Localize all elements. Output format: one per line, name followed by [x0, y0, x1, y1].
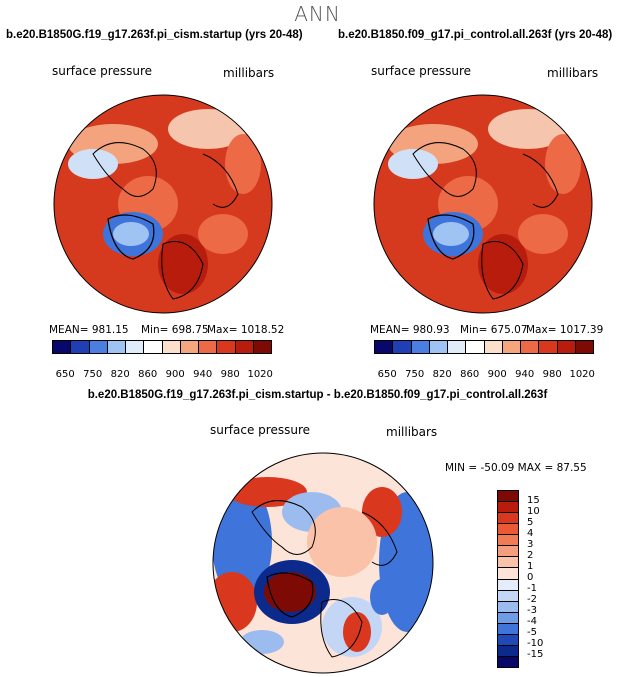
colorbar-swatch [235, 341, 254, 353]
colorbar-swatch [498, 568, 518, 580]
colorbar-swatch [253, 341, 271, 353]
colorbar-swatch [107, 341, 126, 353]
diff-variable-label: surface pressure [210, 423, 310, 437]
colorbar-swatch [498, 645, 518, 657]
colorbar-tick-label: 940 [515, 369, 535, 380]
right-case-title: b.e20.B1850.f09_g17.pi_control.all.263f … [338, 29, 613, 41]
colorbar-swatch [448, 341, 467, 353]
right-units-label: millibars [547, 66, 599, 80]
colorbar-swatch [498, 612, 518, 624]
colorbar-tick-label: 820 [110, 369, 130, 380]
right-mean: MEAN= 980.93 [370, 324, 450, 336]
colorbar-tick-label: 650 [377, 369, 397, 380]
colorbar-tick-label: 750 [83, 369, 103, 380]
colorbar-tick-label: 940 [193, 369, 213, 380]
colorbar-tick-label: 5 [527, 517, 534, 528]
colorbar-swatch [411, 341, 430, 353]
colorbar-swatch [71, 341, 90, 353]
colorbar-tick-label: -4 [527, 616, 537, 627]
left-mean: MEAN= 981.15 [49, 324, 129, 336]
colorbar-swatch [498, 502, 518, 514]
colorbar-tick-label: 3 [527, 539, 534, 550]
colorbar-swatch [575, 341, 593, 353]
right-variable-label: surface pressure [371, 64, 471, 78]
colorbar-swatch [498, 634, 518, 646]
colorbar-tick-label: 980 [542, 369, 562, 380]
colorbar-tick-label: 1 [527, 561, 534, 572]
colorbar-swatch [498, 546, 518, 558]
colorbar-swatch [498, 579, 518, 591]
colorbar-tick-label: -1 [527, 583, 537, 594]
left-colorbar-swatches [52, 340, 272, 354]
colorbar-swatch [429, 341, 448, 353]
colorbar-tick-label: 900 [487, 369, 507, 380]
colorbar-tick-label: 1020 [569, 369, 595, 380]
left-colorbar: 650 750 820 860 900 940 980 1020 [52, 340, 273, 380]
colorbar-tick-label: 900 [165, 369, 185, 380]
diff-units-label: millibars [386, 425, 438, 439]
left-min: Min= 698.75 [141, 324, 209, 336]
diff-colorbar-ticks: 15 10 5 4 3 2 1 0 -1 -2 -3 -4 -5 -10 -15 [527, 490, 567, 668]
colorbar-tick-label: 980 [220, 369, 240, 380]
colorbar-tick-label: -3 [527, 605, 537, 616]
colorbar-swatch [498, 656, 518, 667]
colorbar-swatch [498, 623, 518, 635]
colorbar-tick-label: 860 [138, 369, 158, 380]
colorbar-swatch [521, 341, 540, 353]
left-case-title: b.e20.B1850G.f19_g17.263f.pi_cism.startu… [6, 29, 303, 41]
colorbar-tick-label: 0 [527, 572, 534, 583]
colorbar-swatch [498, 491, 518, 503]
right-colorbar: 650 750 820 860 900 940 980 1020 [374, 340, 595, 380]
diff-colorbar-swatches [497, 490, 519, 668]
colorbar-tick-label: 10 [527, 506, 540, 517]
diff-case-title: b.e20.B1850G.f19_g17.263f.pi_cism.startu… [87, 389, 548, 401]
colorbar-tick-label: -5 [527, 627, 537, 638]
colorbar-swatch [53, 341, 72, 353]
colorbar-tick-label: 650 [55, 369, 75, 380]
colorbar-swatch [375, 341, 394, 353]
diff-polar-map [212, 452, 434, 674]
colorbar-swatch [393, 341, 412, 353]
colorbar-tick-label: 1020 [247, 369, 273, 380]
colorbar-tick-label: 4 [527, 528, 534, 539]
colorbar-tick-label: -15 [527, 649, 544, 660]
right-colorbar-swatches [374, 340, 594, 354]
colorbar-swatch [498, 557, 518, 569]
colorbar-swatch [126, 341, 145, 353]
colorbar-swatch [498, 513, 518, 525]
diff-colorbar [497, 490, 519, 668]
colorbar-swatch [162, 341, 181, 353]
colorbar-swatch [466, 341, 485, 353]
left-variable-label: surface pressure [52, 64, 152, 78]
right-max: Max= 1017.39 [526, 324, 604, 336]
colorbar-swatch [217, 341, 236, 353]
colorbar-swatch [180, 341, 199, 353]
colorbar-tick-label: 860 [460, 369, 480, 380]
colorbar-swatch [498, 590, 518, 602]
left-polar-map [53, 94, 273, 314]
colorbar-swatch [89, 341, 108, 353]
page-title: ANN [294, 2, 341, 26]
colorbar-swatch [498, 535, 518, 547]
colorbar-tick-label: 15 [527, 495, 540, 506]
colorbar-swatch [502, 341, 521, 353]
right-polar-map [373, 94, 593, 314]
right-min: Min= 675.07 [460, 324, 528, 336]
colorbar-swatch [498, 601, 518, 613]
colorbar-swatch [557, 341, 576, 353]
colorbar-swatch [144, 341, 163, 353]
colorbar-tick-label: 2 [527, 550, 534, 561]
colorbar-tick-label: 820 [432, 369, 452, 380]
colorbar-tick-label: -2 [527, 594, 537, 605]
colorbar-tick-label: -10 [527, 638, 544, 649]
left-max: Max= 1018.52 [207, 324, 285, 336]
colorbar-swatch [539, 341, 558, 353]
diff-minmax: MIN = -50.09 MAX = 87.55 [445, 462, 587, 474]
colorbar-swatch [199, 341, 218, 353]
colorbar-swatch [484, 341, 503, 353]
left-units-label: millibars [223, 66, 275, 80]
colorbar-tick-label: 750 [405, 369, 425, 380]
colorbar-swatch [498, 524, 518, 536]
